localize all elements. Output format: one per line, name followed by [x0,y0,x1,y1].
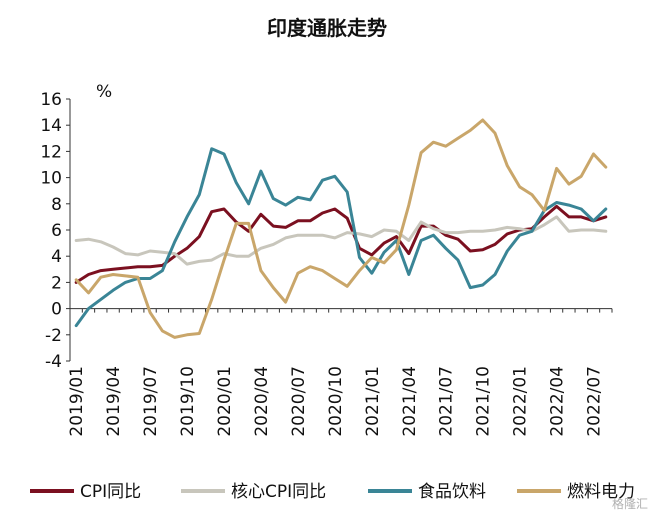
x-tick-label: 2019/04 [104,366,124,437]
series-line [74,215,608,266]
x-tick-label: 2021/10 [474,366,494,437]
series-line [74,147,608,328]
watermark: 格隆汇 [612,496,648,511]
y-tick-label: 2 [51,273,62,293]
x-tick-label: 2019/10 [178,366,198,437]
series-line [74,118,608,339]
x-tick-label: 2022/01 [511,366,531,437]
x-tick-label: 2020/04 [252,366,272,437]
y-tick-label: -2 [45,326,62,346]
x-tick-label: 2021/01 [363,366,383,437]
axes: -4 -2 0 2 4 6 8 10 12 14 16 2019/01 2019/04 2019/07 20… [40,90,613,437]
x-tick-label: 2020/01 [215,366,235,437]
legend-label: 核心CPI同比 [231,482,326,502]
y-tick-label: 8 [51,195,62,215]
y-tick-label: 12 [40,142,62,162]
legend-label: CPI同比 [80,482,141,502]
x-tick-label: 2019/07 [141,366,161,437]
series-group [74,118,608,339]
x-tick-label: 2019/01 [67,366,87,437]
x-tick-label: 2022/04 [548,366,568,437]
series-line [74,204,608,284]
legend: CPI同比 核心CPI同比 食品饮料 燃料电力 [30,482,635,502]
y-tick-label: -4 [45,352,62,372]
x-tick-label: 2022/07 [585,366,605,437]
y-tick-label: 14 [40,116,62,136]
y-tick-label: 16 [40,90,62,110]
unit-label: % [96,82,112,102]
x-tick-label: 2020/07 [289,366,309,437]
y-tick-label: 4 [51,247,62,267]
y-tick-label: 6 [51,221,62,241]
legend-label: 食品饮料 [418,482,486,502]
x-tick-label: 2020/10 [326,366,346,437]
x-tick-label: 2021/07 [437,366,457,437]
y-tick-label: 10 [40,169,62,189]
legend-label: 燃料电力 [567,482,635,502]
y-tick-label: 0 [51,300,62,320]
chart-title: 印度通胀走势 [267,16,387,40]
x-tick-label: 2021/04 [400,366,420,437]
